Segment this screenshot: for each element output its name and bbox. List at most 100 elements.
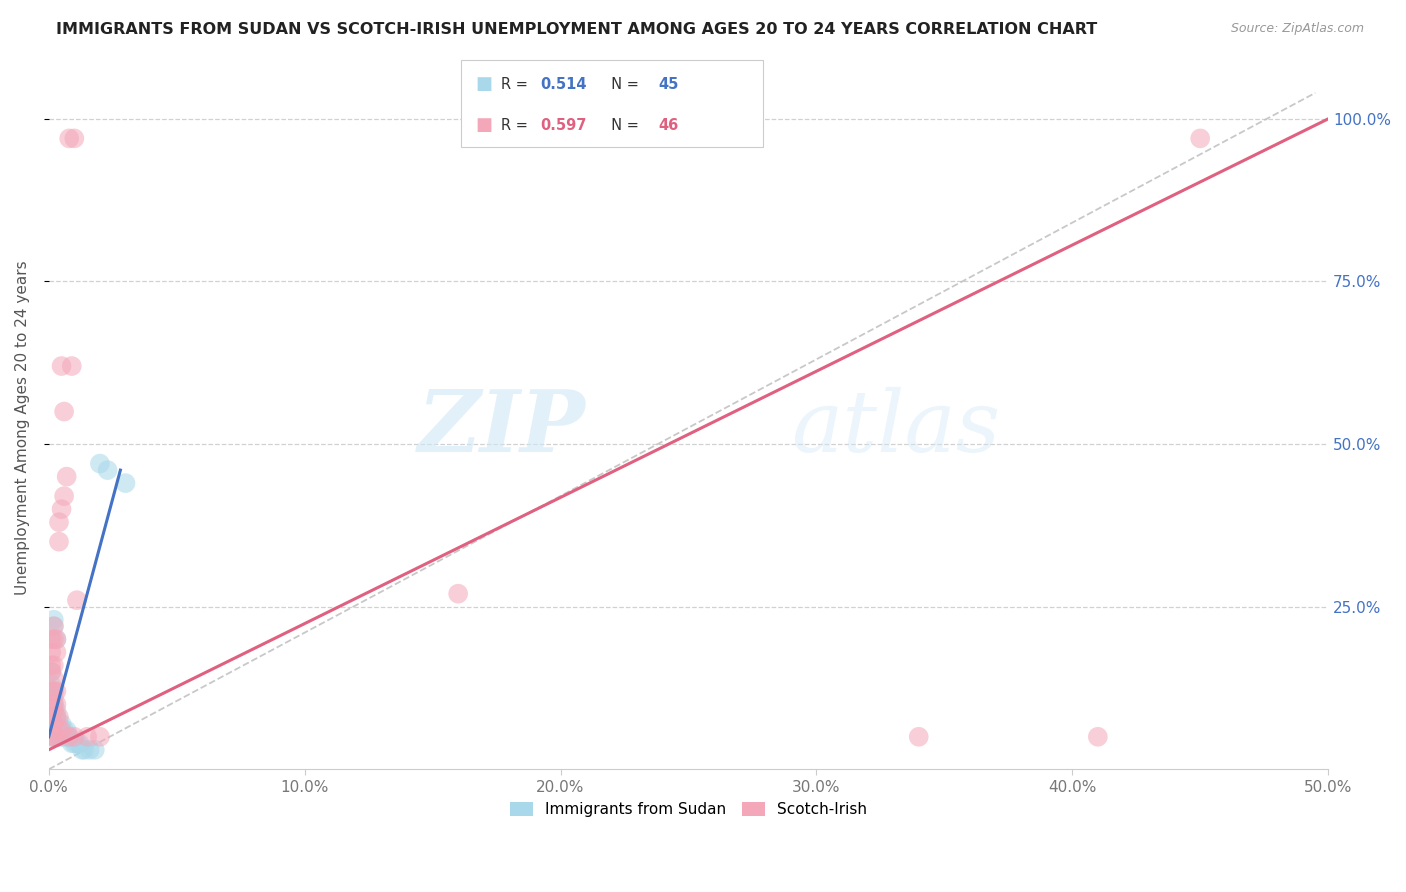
Text: Source: ZipAtlas.com: Source: ZipAtlas.com bbox=[1230, 22, 1364, 36]
Point bbox=[51, 730, 73, 744]
Text: N =: N = bbox=[602, 118, 644, 133]
Point bbox=[42, 698, 65, 712]
Point bbox=[39, 716, 62, 731]
Point bbox=[39, 716, 62, 731]
Point bbox=[42, 690, 65, 705]
Point bbox=[58, 730, 80, 744]
Point bbox=[45, 704, 67, 718]
Text: 0.597: 0.597 bbox=[540, 118, 586, 133]
Point bbox=[76, 730, 98, 744]
Text: IMMIGRANTS FROM SUDAN VS SCOTCH-IRISH UNEMPLOYMENT AMONG AGES 20 TO 24 YEARS COR: IMMIGRANTS FROM SUDAN VS SCOTCH-IRISH UN… bbox=[56, 22, 1098, 37]
Point bbox=[42, 613, 65, 627]
Text: ZIP: ZIP bbox=[418, 386, 586, 469]
Point bbox=[69, 736, 91, 750]
Text: N =: N = bbox=[602, 77, 644, 92]
Point bbox=[51, 723, 73, 738]
Point bbox=[42, 698, 65, 712]
Point bbox=[42, 730, 65, 744]
Point bbox=[45, 645, 67, 659]
Text: R =: R = bbox=[501, 118, 531, 133]
Point bbox=[66, 593, 89, 607]
Point bbox=[51, 502, 73, 516]
Point bbox=[51, 716, 73, 731]
Point bbox=[39, 632, 62, 647]
Point bbox=[42, 684, 65, 698]
Point bbox=[42, 716, 65, 731]
Point bbox=[42, 704, 65, 718]
Point bbox=[48, 710, 70, 724]
Point bbox=[63, 736, 86, 750]
Point bbox=[63, 131, 86, 145]
Point bbox=[58, 131, 80, 145]
Point bbox=[48, 716, 70, 731]
Point bbox=[70, 743, 93, 757]
Point bbox=[39, 710, 62, 724]
Point bbox=[83, 743, 105, 757]
Point bbox=[45, 730, 67, 744]
Y-axis label: Unemployment Among Ages 20 to 24 years: Unemployment Among Ages 20 to 24 years bbox=[15, 260, 30, 595]
Point bbox=[53, 723, 76, 738]
Point bbox=[907, 730, 929, 744]
Point bbox=[48, 515, 70, 529]
Point bbox=[39, 665, 62, 679]
Text: 0.514: 0.514 bbox=[540, 77, 586, 92]
Point bbox=[89, 730, 111, 744]
Point bbox=[53, 404, 76, 418]
Point bbox=[60, 359, 83, 373]
Point bbox=[45, 698, 67, 712]
Point bbox=[63, 730, 86, 744]
Point bbox=[45, 730, 67, 744]
Point bbox=[45, 632, 67, 647]
Point bbox=[45, 710, 67, 724]
Point bbox=[55, 469, 77, 483]
Point bbox=[97, 463, 120, 477]
Point bbox=[39, 665, 62, 679]
Point bbox=[48, 534, 70, 549]
Point bbox=[39, 698, 62, 712]
Point bbox=[39, 730, 62, 744]
Point bbox=[51, 359, 73, 373]
Point bbox=[55, 723, 77, 738]
Point bbox=[45, 723, 67, 738]
Point bbox=[42, 684, 65, 698]
Point bbox=[42, 730, 65, 744]
Point bbox=[66, 736, 89, 750]
Point bbox=[73, 743, 96, 757]
Point bbox=[39, 684, 62, 698]
Point bbox=[48, 723, 70, 738]
Point bbox=[39, 710, 62, 724]
Point bbox=[45, 716, 67, 731]
Point bbox=[48, 730, 70, 744]
Point bbox=[45, 684, 67, 698]
Point bbox=[1087, 730, 1109, 744]
Point bbox=[89, 457, 111, 471]
Point bbox=[53, 489, 76, 503]
Point bbox=[39, 730, 62, 744]
Point bbox=[42, 658, 65, 673]
Point bbox=[1189, 131, 1212, 145]
Text: ■: ■ bbox=[475, 116, 492, 135]
Point bbox=[39, 698, 62, 712]
Point bbox=[42, 632, 65, 647]
Point bbox=[42, 619, 65, 633]
Point bbox=[39, 684, 62, 698]
Text: atlas: atlas bbox=[790, 386, 1000, 469]
Point bbox=[39, 658, 62, 673]
Legend: Immigrants from Sudan, Scotch-Irish: Immigrants from Sudan, Scotch-Irish bbox=[503, 796, 873, 823]
Point bbox=[53, 730, 76, 744]
Point bbox=[58, 730, 80, 744]
Point bbox=[42, 716, 65, 731]
Point bbox=[45, 632, 67, 647]
Point bbox=[42, 619, 65, 633]
Point bbox=[60, 736, 83, 750]
Point bbox=[114, 476, 136, 491]
Point bbox=[39, 678, 62, 692]
Point bbox=[42, 671, 65, 685]
Text: R =: R = bbox=[501, 77, 531, 92]
Point bbox=[42, 704, 65, 718]
Point bbox=[51, 723, 73, 738]
Text: ■: ■ bbox=[475, 75, 492, 94]
Point bbox=[48, 723, 70, 738]
Point bbox=[55, 730, 77, 744]
Text: 46: 46 bbox=[658, 118, 678, 133]
